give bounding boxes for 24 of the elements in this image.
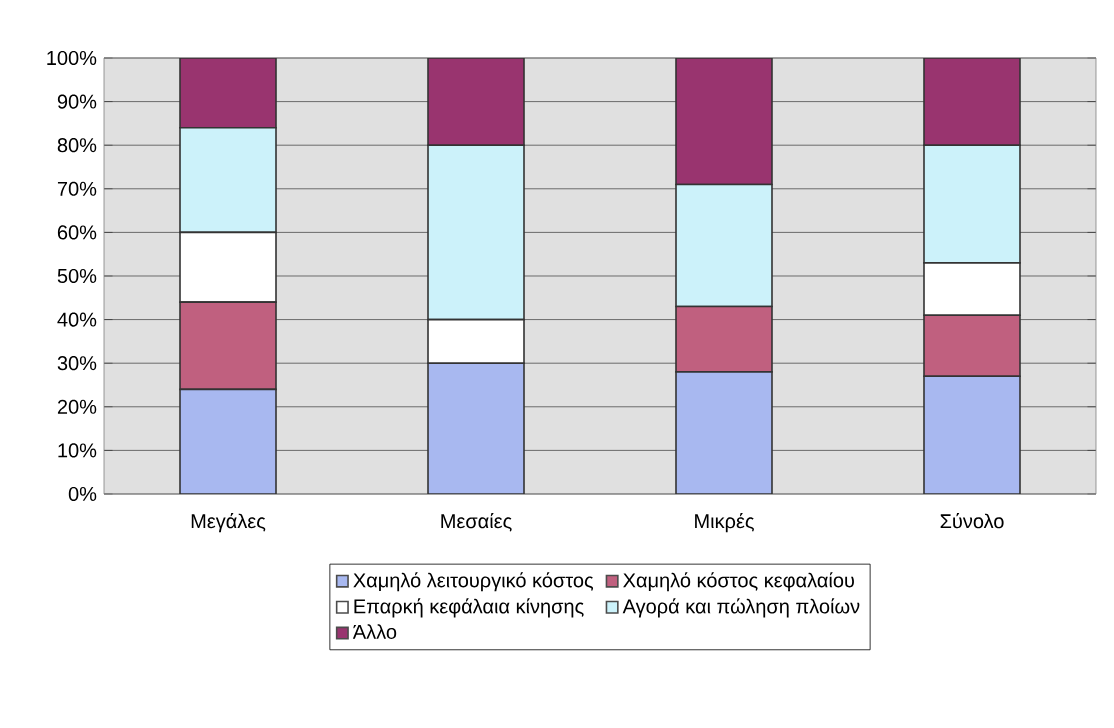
y-tick-label: 80% — [57, 138, 97, 153]
y-tick-label: 30% — [57, 356, 97, 371]
x-tick-label: Σύνολο — [940, 513, 1004, 529]
bar — [179, 58, 277, 129]
y-tick-label: 100% — [47, 50, 97, 66]
legend-label: Χαμηλό λειτουργικό κόστος — [353, 572, 594, 592]
bar — [427, 58, 525, 146]
x-tick-label: Μεσαίες — [441, 513, 512, 532]
y-tick-label: 40% — [57, 312, 97, 327]
y-tick-label: 20% — [57, 399, 97, 414]
legend-label: Επαρκή κεφάλαια κίνησης — [354, 598, 584, 618]
y-tick-label: 90% — [57, 94, 97, 109]
legend-label: Αγορά και πώληση πλοίων — [622, 598, 860, 618]
legend-label: Άλλο — [352, 624, 397, 639]
y-tick-label: 50% — [57, 268, 97, 284]
bar — [675, 58, 773, 186]
y-tick-label: 60% — [57, 225, 97, 240]
bar — [923, 58, 1021, 146]
y-tick-label: 70% — [57, 181, 97, 196]
legend-label: Χαμηλό κόστος κεφαλαίου — [623, 572, 854, 592]
y-tick-label: 0% — [68, 486, 97, 502]
x-tick-label: Μικρές — [695, 513, 754, 533]
x-tick-label: Μεγάλες — [191, 513, 266, 533]
y-tick-label: 10% — [58, 443, 97, 458]
